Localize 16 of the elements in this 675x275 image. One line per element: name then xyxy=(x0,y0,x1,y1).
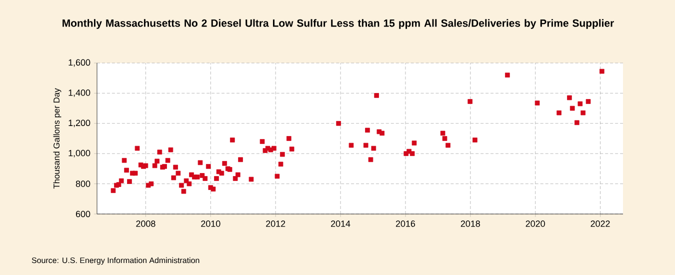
x-tick-label: 2022 xyxy=(590,220,610,227)
x-tick-label: 2018 xyxy=(460,220,480,227)
y-tick-label: 800 xyxy=(76,180,90,187)
y-tick-label: 1,400 xyxy=(68,89,90,97)
y-tick-label: 600 xyxy=(76,210,90,218)
x-tick-label: 2008 xyxy=(136,220,156,227)
y-tick-label: 1,200 xyxy=(68,120,90,128)
x-tick-label: 2016 xyxy=(396,220,416,227)
chart-title: Monthly Massachusetts No 2 Diesel Ultra Low Sulfur Less than 15 ppm All Sales/Deliveries by Prime Supplier xyxy=(62,19,614,29)
y-tick-label: 1,600 xyxy=(68,59,90,67)
x-tick-label: 2012 xyxy=(266,220,286,227)
x-tick-label: 2010 xyxy=(201,220,220,227)
x-tick-label: 2014 xyxy=(331,220,350,227)
x-tick-label: 2020 xyxy=(526,220,545,227)
y-tick-label: 1,000 xyxy=(68,150,90,158)
y-axis-title: Thousand Gallons per Day xyxy=(53,88,62,189)
